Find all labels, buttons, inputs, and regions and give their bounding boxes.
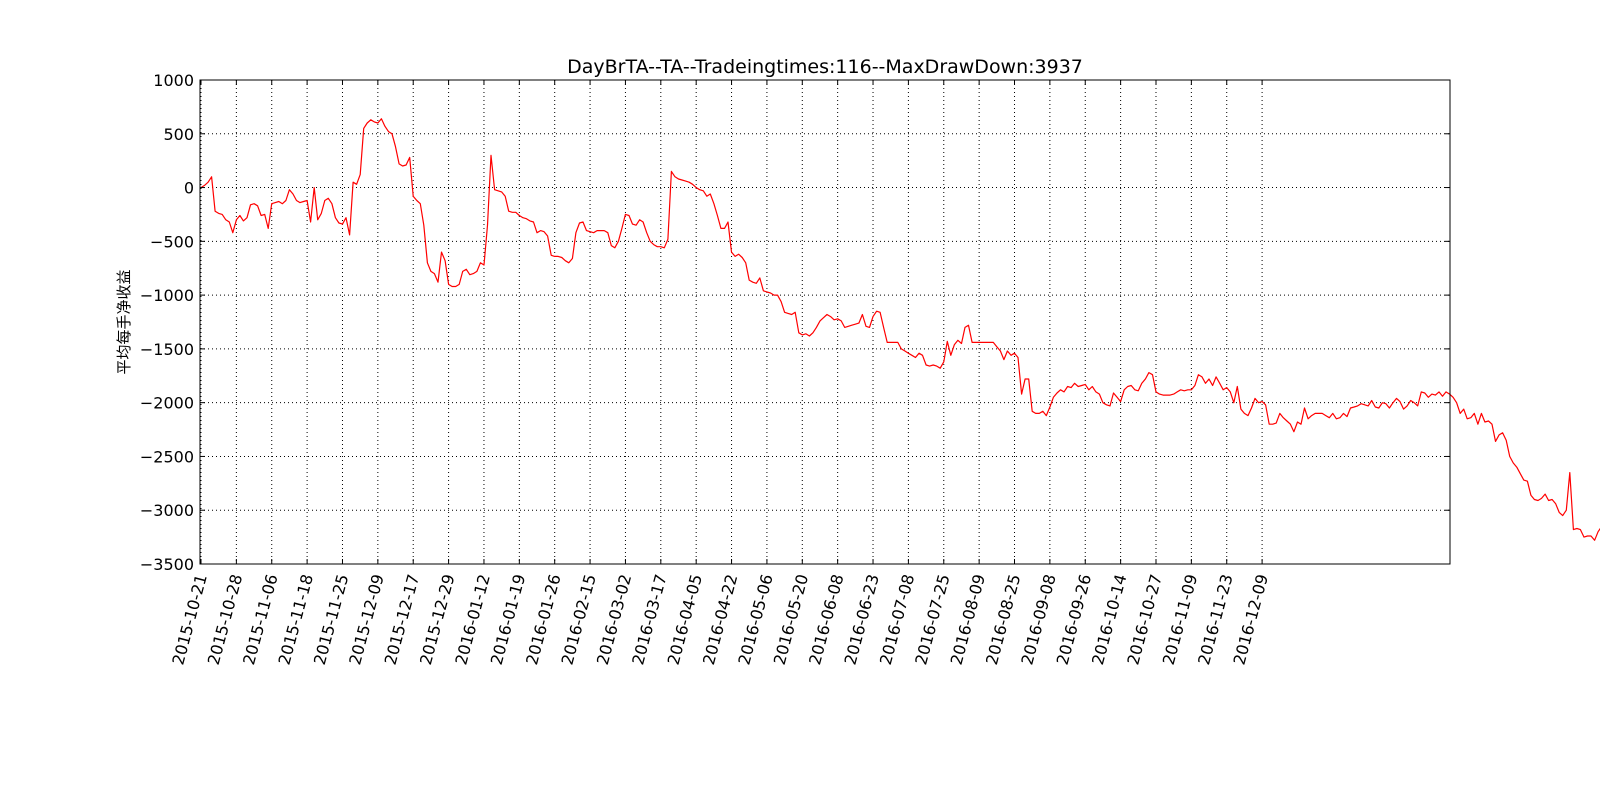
- y-tick-label: −3500: [140, 555, 194, 574]
- y-tick-label: −500: [150, 232, 194, 251]
- chart-title: DayBrTA--TA--Tradeingtimes:116--MaxDrawD…: [567, 56, 1083, 78]
- y-tick-label: −2500: [140, 447, 194, 466]
- y-tick-label: −1000: [140, 286, 194, 305]
- y-tick-label: −2000: [140, 394, 194, 413]
- series-line: [200, 118, 1600, 541]
- y-tick-label: −3000: [140, 501, 194, 520]
- y-tick-label: 0: [184, 179, 194, 198]
- line-layer: [200, 118, 1600, 541]
- plot-frame: [199, 79, 1451, 565]
- y-tick-label: −1500: [140, 340, 194, 359]
- grid: [200, 79, 1450, 565]
- y-axis-label: 平均每手净收益: [115, 269, 133, 374]
- y-tick-label: 500: [163, 125, 194, 144]
- y-tick-label: 1000: [153, 71, 194, 90]
